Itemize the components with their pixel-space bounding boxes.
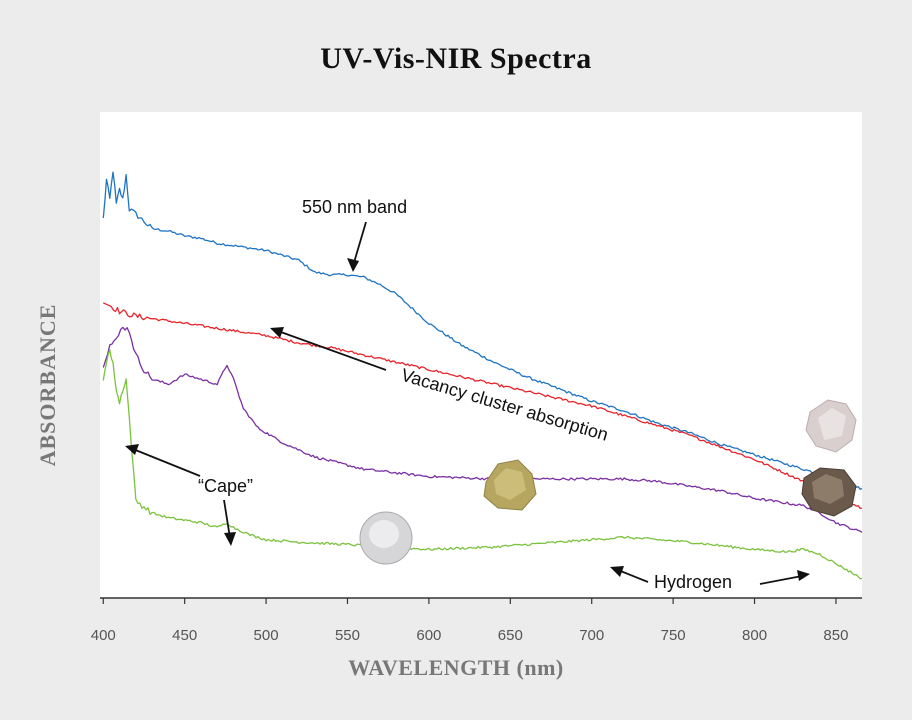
x-tick-label: 850	[823, 627, 848, 644]
x-tick-label: 550	[335, 627, 360, 644]
gem-photo-colorless	[359, 511, 413, 565]
arrow-cape-lower	[223, 499, 231, 539]
arrow-cape-upper	[132, 448, 201, 477]
arrowhead-550nm-band	[347, 258, 359, 272]
arrowhead-hydrogen-right	[797, 570, 810, 581]
x-tick-label: 450	[172, 627, 197, 644]
x-tick-label: 500	[254, 627, 279, 644]
annotation-cape: “Cape”	[198, 476, 253, 496]
x-tick-label: 750	[661, 627, 686, 644]
gem-photo-pink	[805, 399, 857, 453]
x-tick-label: 650	[498, 627, 523, 644]
arrow-hydrogen-left	[617, 569, 649, 583]
annotation-550nm-band: 550 nm band	[302, 197, 407, 217]
arrow-hydrogen-right	[759, 575, 803, 585]
x-tick-label: 700	[579, 627, 604, 644]
arrow-vacancy-cluster	[277, 330, 387, 371]
arrow-550nm-band	[352, 221, 367, 267]
series-layer	[102, 171, 863, 580]
arrowhead-vacancy-cluster	[270, 327, 284, 338]
x-ticks: 400 450 500 550 600 650 700 750 800 850	[91, 598, 848, 644]
x-tick-label: 800	[742, 627, 767, 644]
series-line-0	[102, 171, 863, 490]
arrowhead-cape-upper	[125, 444, 139, 455]
series-line-2	[102, 326, 863, 533]
plot-area	[100, 112, 862, 598]
gem-photo-yellow	[483, 459, 537, 511]
arrowhead-hydrogen-left	[610, 566, 624, 577]
chart-title: UV-Vis-NIR Spectra	[320, 42, 592, 75]
series-line-3	[102, 348, 862, 580]
x-axis-label: WAVELENGTH (nm)	[348, 655, 564, 680]
annotation-hydrogen: Hydrogen	[654, 572, 732, 592]
x-tick-label: 600	[416, 627, 441, 644]
series-line-1	[103, 302, 863, 510]
arrowhead-cape-lower	[224, 532, 236, 546]
x-tick-label: 400	[91, 627, 116, 644]
gem-photo-brown	[801, 467, 857, 517]
